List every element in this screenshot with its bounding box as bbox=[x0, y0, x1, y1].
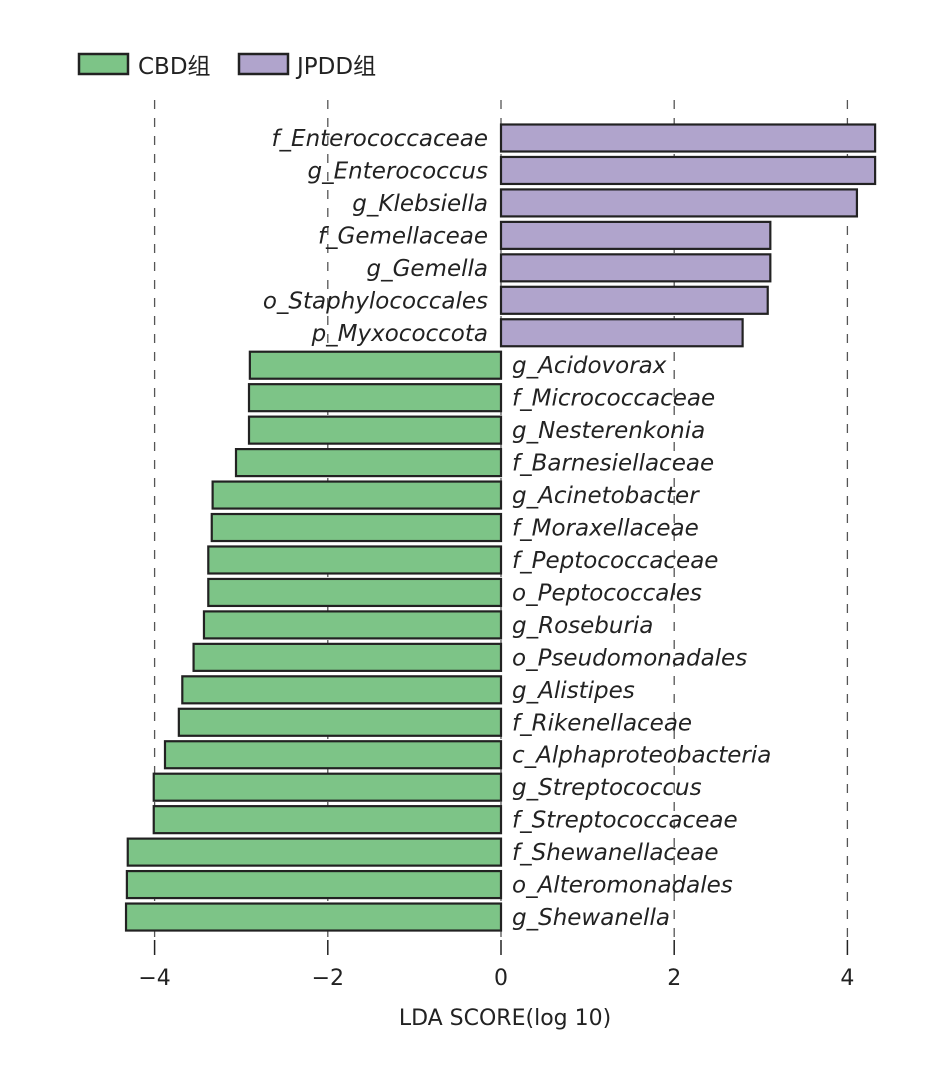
bar-f_Gemellaceae bbox=[499, 220, 772, 250]
bar-g_Acinetobacter bbox=[211, 480, 503, 510]
bar-f_Moraxellaceae bbox=[210, 512, 503, 543]
bar-p_Myxococcota bbox=[499, 318, 744, 348]
legend: CBD组 JPDD组 bbox=[77, 52, 376, 80]
bar-label: g_Shewanella bbox=[512, 905, 670, 931]
bar-o_Pseudomonadales bbox=[192, 642, 503, 672]
bar-o_Peptococcales bbox=[207, 577, 503, 608]
x-axis-label: LDA SCORE(log 10) bbox=[399, 1006, 611, 1031]
bar-label: f_Peptococcaceae bbox=[512, 548, 718, 574]
bar-f_Peptococcaceae bbox=[207, 545, 503, 575]
bar-g_Acidovorax bbox=[248, 350, 503, 380]
bar-g_Roseburia bbox=[202, 610, 503, 640]
bar-label: g_Alistipes bbox=[512, 678, 635, 704]
bar-label: p_Myxococcota bbox=[311, 321, 488, 347]
bar-f_Rikenellaceae bbox=[177, 707, 503, 737]
bar-g_Nesterenkonia bbox=[247, 415, 503, 445]
legend-label-jpdd: JPDD组 bbox=[295, 54, 376, 80]
bar-label: g_Acinetobacter bbox=[512, 483, 700, 509]
bar-label: o_Peptococcales bbox=[512, 580, 702, 606]
bar-label: f_Streptococcaceae bbox=[512, 808, 738, 834]
bar-label: f_Moraxellaceae bbox=[512, 516, 699, 542]
x-tick-label: 0 bbox=[494, 966, 508, 991]
bar-c_Alphaproteobacteria bbox=[163, 740, 503, 770]
bar-label: f_Gemellaceae bbox=[318, 223, 488, 249]
bar-label: g_Klebsiella bbox=[352, 191, 488, 217]
bar-g_Gemella bbox=[499, 253, 772, 283]
bar-f_Micrococcaceae bbox=[247, 383, 503, 413]
bar-g_Klebsiella bbox=[499, 188, 859, 218]
legend-label-cbd: CBD组 bbox=[138, 54, 211, 80]
bar-label: f_Micrococcaceae bbox=[512, 386, 715, 412]
bar-label: f_Enterococcaceae bbox=[271, 126, 488, 152]
bar-g_Shewanella bbox=[124, 902, 503, 932]
bar-label: g_Roseburia bbox=[512, 613, 653, 639]
bar-label: f_Barnesiellaceae bbox=[512, 451, 714, 477]
bar-f_Barnesiellaceae bbox=[234, 448, 503, 478]
bar-label: o_Staphylococcales bbox=[263, 288, 488, 314]
bar-label: f_Rikenellaceae bbox=[512, 710, 692, 736]
bar-f_Shewanellaceae bbox=[126, 837, 503, 867]
legend-swatch-jpdd bbox=[237, 52, 290, 76]
bar-o_Staphylococcales bbox=[499, 285, 769, 315]
x-tick-label: −2 bbox=[312, 966, 344, 991]
bar-g_Enterococcus bbox=[499, 155, 877, 186]
legend-swatch-cbd bbox=[77, 52, 130, 76]
bar-label: g_Enterococcus bbox=[308, 158, 488, 184]
bar-o_Alteromonadales bbox=[125, 869, 503, 900]
x-tick-label: 2 bbox=[667, 966, 681, 991]
x-tick-label: 4 bbox=[840, 966, 854, 991]
bar-label: o_Alteromonadales bbox=[512, 873, 733, 899]
bar-f_Streptococcaceae bbox=[152, 805, 503, 835]
bar-f_Enterococcaceae bbox=[499, 123, 877, 153]
bar-label: g_Gemella bbox=[366, 256, 488, 282]
bar-g_Streptococcus bbox=[152, 772, 503, 802]
bar-label: g_Streptococcus bbox=[512, 775, 702, 801]
bar-label: f_Shewanellaceae bbox=[512, 840, 718, 866]
bar-label: g_Nesterenkonia bbox=[512, 418, 705, 444]
bar-label: c_Alphaproteobacteria bbox=[512, 743, 771, 769]
bar-g_Alistipes bbox=[181, 675, 503, 705]
x-tick-label: −4 bbox=[138, 966, 170, 991]
bar-label: g_Acidovorax bbox=[512, 353, 667, 379]
bar-label: o_Pseudomonadales bbox=[512, 645, 747, 671]
